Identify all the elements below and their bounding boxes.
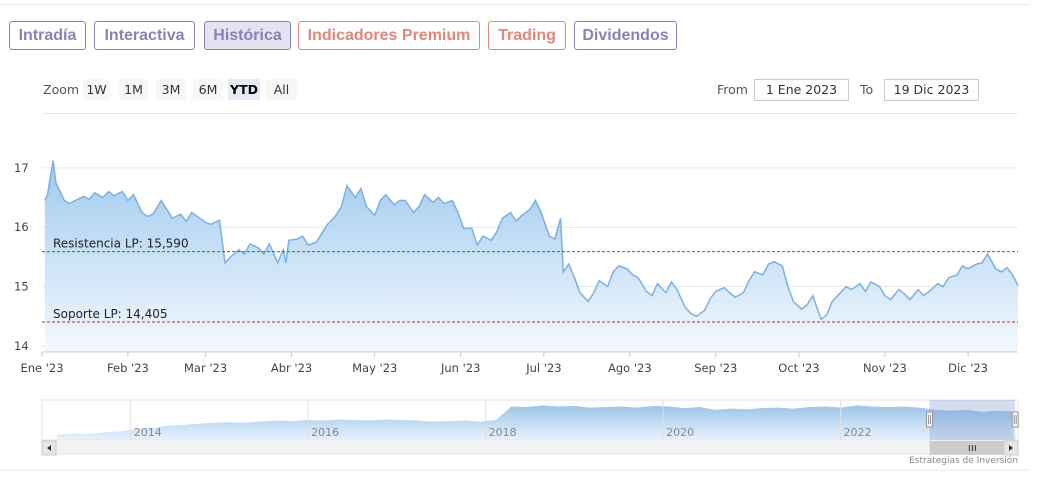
navigator-series xyxy=(57,405,1013,440)
tab-intradia[interactable]: Intradía xyxy=(9,21,86,50)
y-axis: 14 15 16 17 xyxy=(14,161,29,353)
credit-text: Estrategias de Inversión xyxy=(909,456,1018,466)
tab-dividendos[interactable]: Dividendos xyxy=(574,21,677,50)
x-tick-label: Oct '23 xyxy=(778,361,819,375)
to-label: To xyxy=(860,82,874,97)
zoom-all-button[interactable]: All xyxy=(266,79,297,100)
x-axis: Ene '23 Feb '23 Mar '23 Abr '23 May '23 Jun '… xyxy=(20,352,988,375)
x-tick-label: Feb '23 xyxy=(107,361,149,375)
x-tick-label: Ene '23 xyxy=(20,361,63,375)
price-line xyxy=(44,160,1019,321)
x-tick-label: Dic '23 xyxy=(948,361,988,375)
navigator-right-handle[interactable] xyxy=(1011,411,1019,428)
navigator-year-label: 2018 xyxy=(489,426,517,439)
scrollbar-track xyxy=(42,441,1018,455)
x-tick-label: May '23 xyxy=(352,361,397,375)
tab-indicadores-premium[interactable]: Indicadores Premium xyxy=(298,21,480,50)
y-tick-label: 17 xyxy=(14,161,29,175)
tab-historica[interactable]: Histórica xyxy=(204,21,291,50)
navigator-year-label: 2014 xyxy=(134,426,162,439)
navigator[interactable]: 2014 2016 2018 2020 2022 xyxy=(0,399,1030,471)
range-selector-divider xyxy=(42,113,1018,114)
x-tick-label: Jul '23 xyxy=(525,361,561,375)
zoom-ytd-button[interactable]: YTD xyxy=(228,79,260,100)
top-divider xyxy=(0,4,1030,5)
y-tick-label: 16 xyxy=(14,220,29,234)
tab-trading[interactable]: Trading xyxy=(488,21,566,50)
x-tick-label: Mar '23 xyxy=(184,361,227,375)
x-tick-label: Abr '23 xyxy=(271,361,312,375)
zoom-3m-button[interactable]: 3M xyxy=(156,79,186,100)
navigator-selection xyxy=(929,400,1016,440)
from-date-input[interactable]: 1 Ene 2023 xyxy=(754,79,849,101)
zoom-1w-button[interactable]: 1W xyxy=(83,79,110,100)
arrow-right-icon xyxy=(1009,445,1013,451)
zoom-label: Zoom xyxy=(43,82,80,97)
y-tick-label: 14 xyxy=(14,339,29,353)
y-tick-label: 15 xyxy=(14,280,29,294)
from-label: From xyxy=(717,82,748,97)
tab-interactiva[interactable]: Interactiva xyxy=(94,21,195,50)
arrow-left-icon xyxy=(47,445,51,451)
zoom-6m-button[interactable]: 6M xyxy=(193,79,223,100)
x-tick-label: Nov '23 xyxy=(863,361,907,375)
zoom-1m-button[interactable]: 1M xyxy=(119,79,148,100)
resistance-label: Resistencia LP: 15,590 xyxy=(53,237,189,251)
to-date-input[interactable]: 19 Dic 2023 xyxy=(884,79,979,101)
x-tick-label: Jun '23 xyxy=(440,361,480,375)
navigator-year-label: 2020 xyxy=(666,426,694,439)
navigator-left-handle[interactable] xyxy=(926,411,934,428)
price-area xyxy=(44,160,1019,352)
x-tick-label: Ago '23 xyxy=(608,361,652,375)
x-tick-label: Sep '23 xyxy=(694,361,737,375)
navigator-year-label: 2016 xyxy=(311,426,339,439)
annotations: Resistencia LP: 15,590 Soporte LP: 14,405 xyxy=(42,237,1018,323)
support-label: Soporte LP: 14,405 xyxy=(53,307,168,321)
navigator-year-label: 2022 xyxy=(844,426,872,439)
